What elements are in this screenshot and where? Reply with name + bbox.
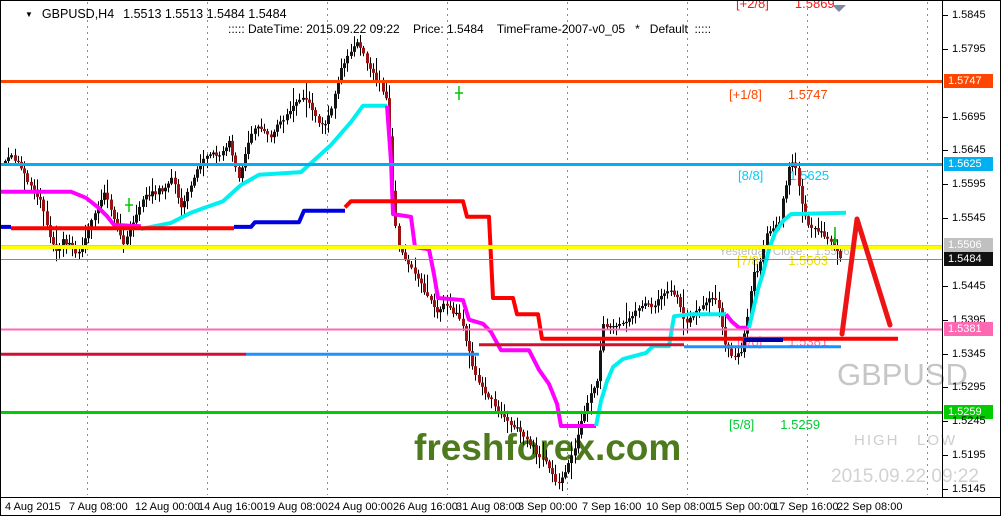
time-tick-label: 15 Sep 00:00 [710,501,776,513]
indicator-fast-step-magenta-b [385,105,596,428]
level-label-name: [+2/8] [736,0,769,11]
indicator-fast-step-cyan-a [140,103,387,231]
time-tick-label: 10 Sep 08:00 [646,501,712,513]
price-tick-mark [943,387,948,388]
level-label-name: [7/8] [737,253,763,268]
green-plus-marker-icon [125,198,133,212]
price-tick-label: 1.5295 [952,381,986,393]
indicator-fast-step-cyan-c [747,210,847,329]
price-badge: 1.5259 [944,405,993,419]
price-badge: 1.5747 [944,74,993,88]
price-tick-label: 1.5195 [952,449,986,461]
level-label-name: [8/8] [738,168,764,183]
level-label-+18[interactable]: [+1/8] 1.5747 [729,87,828,102]
price-tick-mark [943,455,948,456]
time-tick-label: 12 Aug 00:00 [135,501,200,513]
murrey-level-lines[interactable] [1,80,942,414]
indicator-lines [1,103,898,428]
red-projection-arrow[interactable] [839,216,893,337]
watermark-high: HIGH [854,432,900,449]
price-tick-label: 1.5145 [952,483,986,495]
level-label-value: 1.5259 [780,417,821,432]
price-tick-label: 1.5445 [952,280,986,292]
price-tick-mark [943,320,948,321]
time-tick-label: 3 Sep 00:00 [518,501,578,513]
time-tick-label: 14 Aug 16:00 [198,501,263,513]
price-badge: 1.5506 [944,238,993,252]
gray-marker-triangle-icon[interactable] [832,5,846,12]
time-tick-label: 24 Aug 00:00 [328,501,393,513]
price-tick-label: 1.5345 [952,348,986,360]
watermark-low: LOW [917,432,958,449]
candlestick-series [4,35,842,492]
price-tick-mark [943,184,948,185]
time-axis[interactable]: 4 Aug 2015 7 Aug 08:00 12 Aug 00:00 14 Aug … [1,497,1000,515]
price-tick-mark [943,489,948,490]
price-axis[interactable]: 1.5845 1.5795 1.5747 1.5695 1.5645 1.5625 1.55… [942,1,1000,497]
time-tick-label: 17 Sep 16:00 [773,501,839,513]
watermark-symbol: GBPUSD [837,357,968,392]
level-label-value: 1.5747 [787,87,828,102]
symbol-title: GBPUSD,H4 [41,7,115,21]
price-tick-label: 1.5845 [952,9,986,21]
price-badge: 1.5484 [944,252,993,266]
level-label-78[interactable]: [7/8] 1.5503 [737,253,828,268]
indicator-slow-step-red-b [343,199,898,341]
time-tick-label: 19 Aug 08:00 [263,501,328,513]
watermark-datetime: 2015.09.22 09:22 [831,466,979,487]
price-tick-mark [943,354,948,355]
indicator-header-text: ::::: DateTime: 2015.09.22 09:22 Price: … [228,22,712,36]
price-tick-label: 1.5795 [952,43,986,55]
level-label-value: 1.5503 [788,253,829,268]
price-tick-mark [943,218,948,219]
indicator-fast-step-cyan-b [594,312,726,427]
green-down-arrow-icon [832,227,838,245]
time-tick-label: 26 Aug 16:00 [393,501,458,513]
level-label-58[interactable]: [5/8] 1.5259 [729,417,820,432]
time-tick-label: 4 Aug 2015 [5,501,61,513]
price-badge: 1.5625 [944,157,993,171]
level-label-value: 1.5869 [794,0,835,11]
time-tick-label: 7 Sep 16:00 [582,501,642,513]
price-tick-label: 1.5245 [952,415,986,427]
green-plus-marker-icon [455,86,463,100]
price-tick-mark [943,286,948,287]
indicator-slow-step-blue-b [234,208,345,229]
indicator-fast-step-magenta-c [724,313,749,330]
symbol-ohlc-values: 1.5513 1.5513 1.5484 1.5484 [123,7,287,21]
price-tick-label: 1.5545 [952,212,986,224]
time-tick-label: 7 Aug 08:00 [69,501,128,513]
time-tick-label: 31 Aug 08:00 [456,501,521,513]
level-label-+28[interactable]: [+2/8] 1.5869 [736,0,835,11]
price-tick-mark [943,117,948,118]
price-tick-mark [943,150,948,151]
indicator-fast-step-magenta-a [1,189,142,229]
price-tick-label: 1.5595 [952,178,986,190]
price-tick-mark [943,15,948,16]
price-tick-label: 1.5645 [952,144,986,156]
symbol-ohlc-line: ▼ GBPUSD,H4 1.5513 1.5513 1.5484 1.5484 [25,7,287,21]
time-tick-label: 22 Sep 08:00 [837,501,903,513]
chart-canvas[interactable] [1,1,942,496]
level-label-name: [5/8] [729,417,755,432]
level-label-name: [+1/8] [729,87,762,102]
price-tick-mark [943,421,948,422]
price-badge: 1.5381 [944,322,993,336]
price-tick-mark [943,49,948,50]
symbol-dropdown-icon[interactable]: ▼ [25,9,33,19]
price-tick-label: 1.5695 [952,111,986,123]
